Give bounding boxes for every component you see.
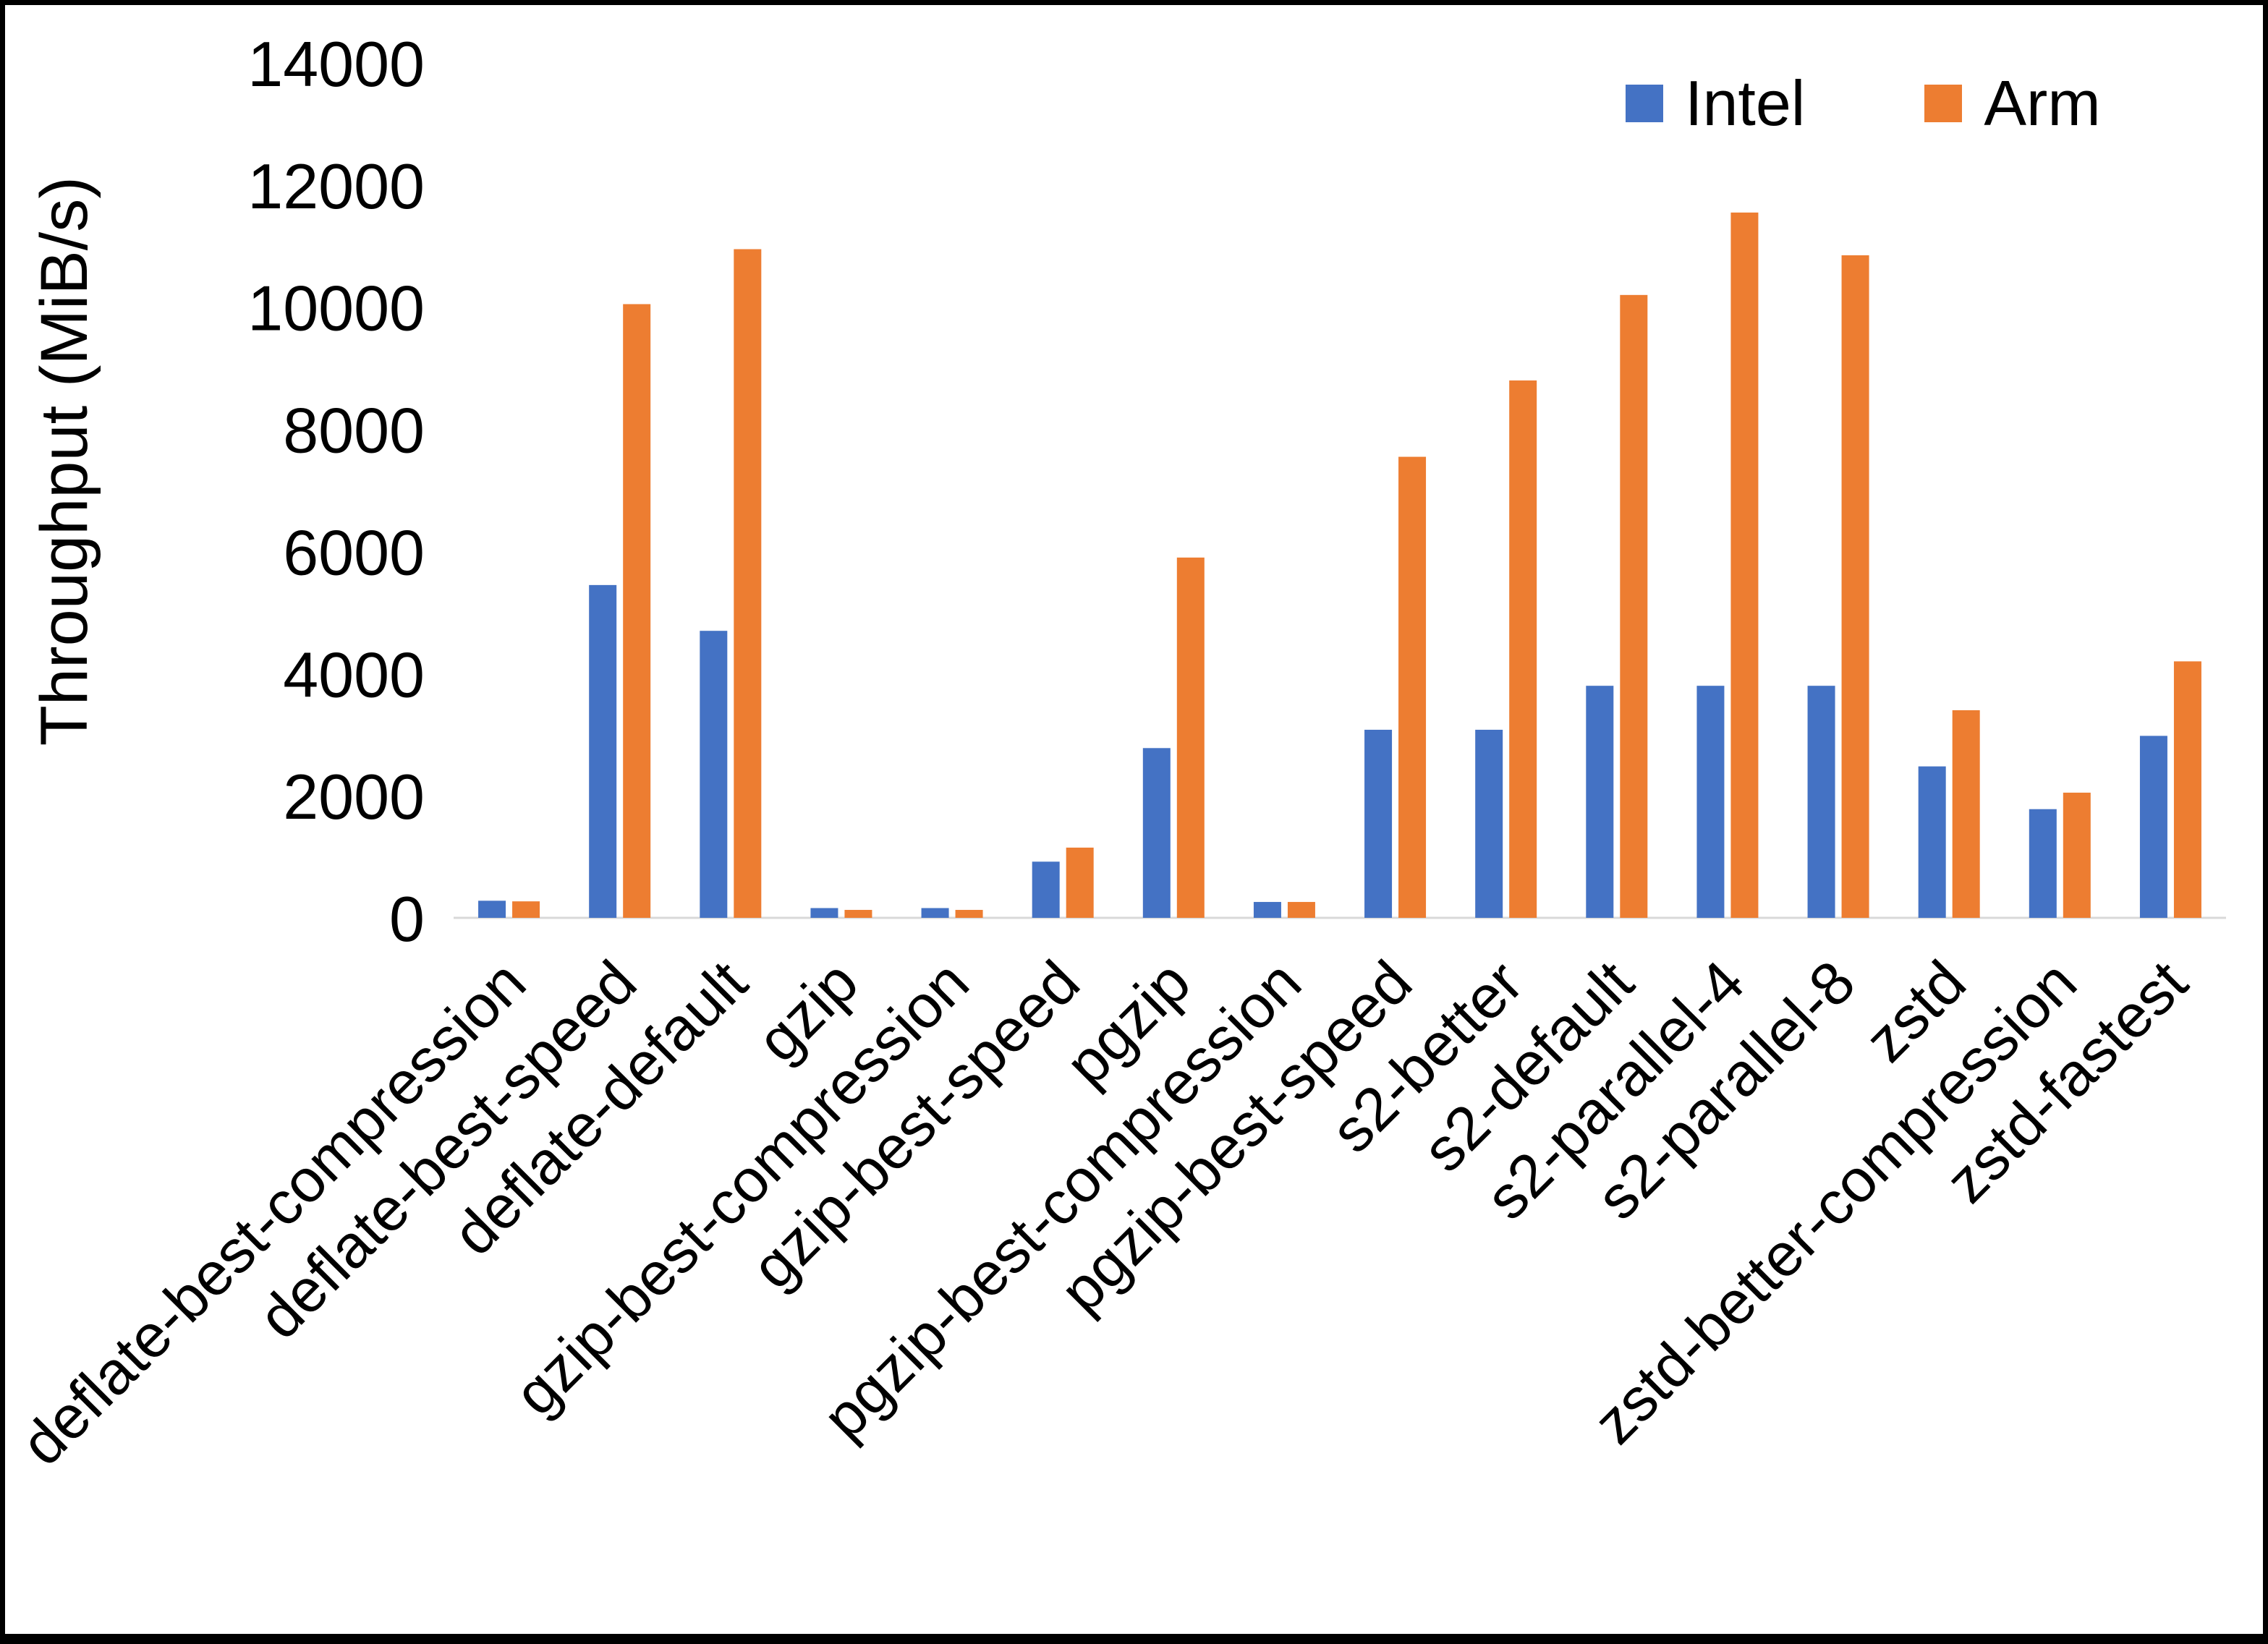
bar-intel-gzip (810, 908, 838, 918)
legend-swatch-intel (1626, 85, 1663, 122)
legend-item-intel: Intel (1626, 72, 1805, 135)
bar-intel-s2-better (1475, 729, 1503, 918)
legend-label-intel: Intel (1685, 67, 1806, 139)
bar-arm-deflate-best-speed (623, 304, 651, 918)
bar-arm-zstd (1952, 710, 1980, 918)
bar-intel-s2-parallel-4 (1696, 686, 1725, 918)
bar-intel-zstd-better-compression (2029, 809, 2057, 918)
legend-item-arm: Arm (1924, 67, 2101, 139)
bar-intel-s2-default (1586, 686, 1614, 918)
y-tick-label: 12000 (247, 150, 425, 222)
bar-arm-s2-default (1620, 294, 1648, 918)
y-tick-label: 14000 (247, 28, 425, 100)
bar-intel-pgzip (1142, 748, 1171, 918)
bar-arm-pgzip (1176, 557, 1205, 918)
bar-intel-deflate-best-speed (589, 584, 617, 918)
y-tick-label: 4000 (283, 639, 425, 710)
bar-arm-s2-parallel-4 (1730, 212, 1759, 919)
bar-intel-s2-parallel-8 (1807, 686, 1835, 918)
bar-arm-zstd-fastest (2173, 661, 2201, 918)
bar-arm-gzip-best-speed (1066, 847, 1094, 918)
bar-intel-deflate-default (700, 631, 728, 918)
y-tick-label: 10000 (247, 273, 425, 344)
bar-arm-pgzip-best-speed (1398, 456, 1427, 918)
bar-arm-deflate-best-compression (512, 901, 540, 918)
bar-intel-gzip-best-compression (921, 908, 949, 918)
y-tick-label: 0 (389, 883, 425, 955)
y-axis-title: Throughput (MiB/s) (27, 5, 103, 918)
legend-label-arm: Arm (1984, 67, 2101, 139)
y-tick-label: 8000 (283, 395, 425, 467)
y-tick-label: 6000 (283, 516, 425, 588)
bar-arm-s2-better (1509, 380, 1537, 918)
bar-arm-deflate-default (734, 249, 762, 918)
legend: Intel Arm (1626, 72, 2101, 135)
y-axis-title-text: Throughput (MiB/s) (27, 176, 101, 746)
bar-arm-pgzip-best-compression (1287, 902, 1315, 918)
bar-arm-s2-parallel-8 (1841, 255, 1869, 918)
bar-arm-gzip (844, 910, 872, 918)
bar-intel-zstd-fastest (2139, 736, 2167, 918)
bar-intel-pgzip-best-compression (1253, 902, 1281, 918)
legend-swatch-arm (1924, 85, 1963, 122)
bar-chart-canvas: 02000400060008000100001200014000deflate-… (8, 28, 2226, 1478)
bar-arm-gzip-best-compression (955, 910, 983, 918)
bar-intel-deflate-best-compression (478, 900, 506, 918)
y-tick-label: 2000 (283, 761, 425, 832)
bar-intel-gzip-best-speed (1032, 861, 1060, 918)
bar-arm-zstd-better-compression (2063, 792, 2091, 918)
bar-intel-pgzip-best-speed (1364, 729, 1393, 918)
bar-intel-zstd (1918, 766, 1946, 918)
